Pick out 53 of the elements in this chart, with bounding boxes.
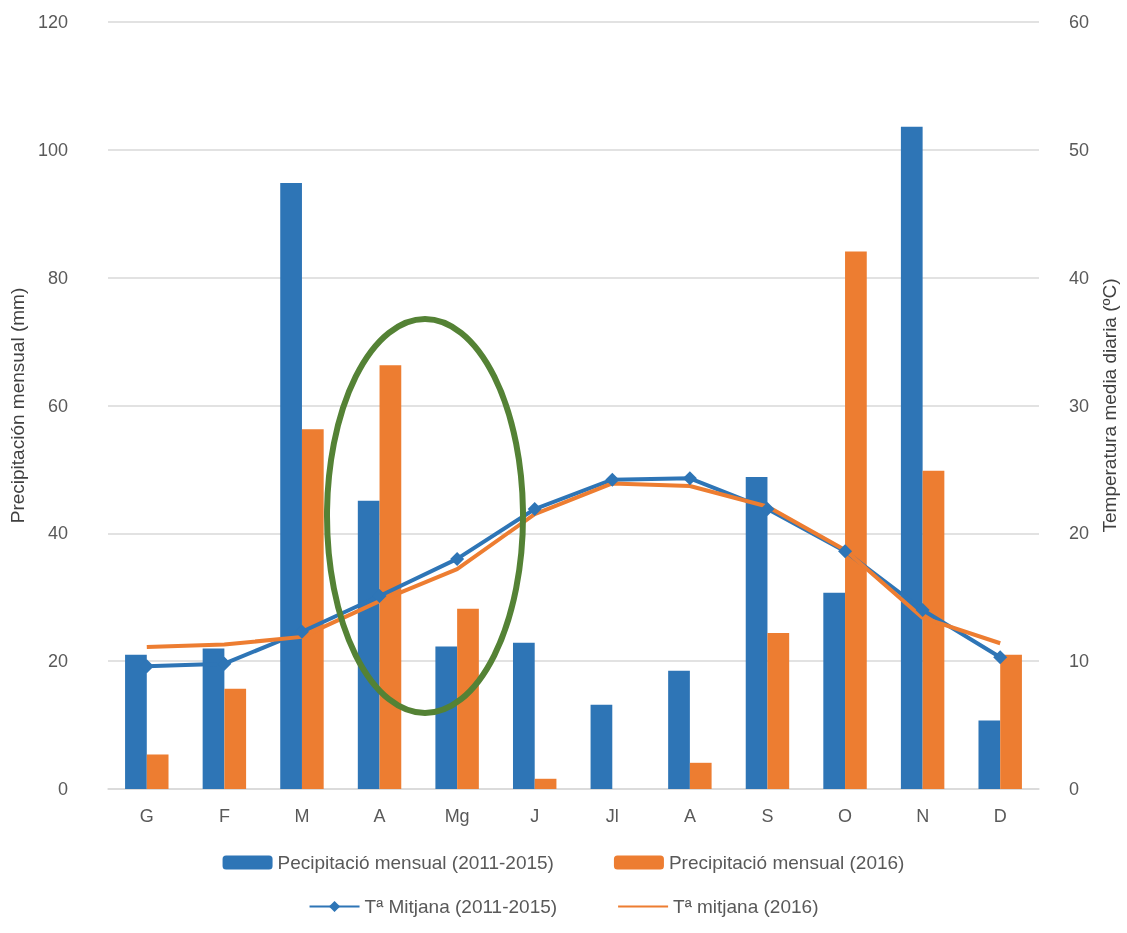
y-tick-label: 60 — [47, 395, 68, 416]
bar — [978, 720, 1001, 789]
x-tick-label: G — [139, 806, 154, 826]
bar — [1000, 654, 1022, 789]
x-tick-label: A — [683, 806, 696, 826]
x-tick-label: D — [993, 806, 1007, 826]
point — [605, 472, 620, 487]
point — [450, 551, 465, 566]
bar — [668, 670, 690, 789]
point — [993, 650, 1008, 665]
x-tick-label: Mg — [444, 806, 470, 826]
x-tick-label: J — [530, 806, 540, 826]
y-tick-label: 0 — [57, 779, 68, 799]
bar — [435, 646, 458, 789]
legend-label: Tª Mitjana (2011-2015) — [364, 896, 558, 917]
legend-label: Pecipitació mensual (2011-2015) — [277, 852, 554, 873]
point — [682, 471, 697, 486]
y2-tick-label: 50 — [1069, 139, 1090, 160]
y2-tick-label: 40 — [1069, 267, 1090, 288]
y2-tick-label: 0 — [1069, 779, 1080, 799]
x-tick-label: S — [761, 806, 774, 826]
bar — [146, 754, 169, 789]
y-axis-title: Precipitación mensual (mm) — [7, 287, 29, 524]
x-tick-label: A — [373, 806, 386, 826]
x-tick-label: F — [218, 806, 230, 826]
y-tick-label: 40 — [47, 523, 68, 544]
bar — [767, 633, 790, 789]
bar — [823, 592, 846, 789]
y2-axis-title: Temperatura media diaria (ºC) — [1098, 278, 1120, 533]
bar — [224, 688, 247, 789]
y-tick-label: 100 — [37, 139, 68, 160]
y2-tick-label: 30 — [1069, 395, 1090, 416]
bar — [534, 778, 557, 789]
bar — [512, 642, 535, 789]
y-tick-label: 20 — [47, 651, 68, 672]
bar — [590, 704, 613, 789]
x-tick-label: O — [838, 806, 853, 826]
point — [760, 502, 775, 517]
y2-tick-label: 20 — [1069, 523, 1090, 544]
x-tick-label: N — [916, 806, 930, 826]
legend-label: Tª mitjana (2016) — [673, 896, 819, 917]
point — [838, 544, 853, 559]
point — [915, 603, 930, 618]
legend-label: Precipitació mensual (2016) — [668, 852, 905, 873]
x-tick-label: M — [294, 806, 310, 826]
y-tick-label: 120 — [37, 12, 68, 32]
bar — [689, 762, 712, 789]
bar — [457, 608, 479, 789]
x-tick-label: Jl — [605, 806, 619, 826]
y2-tick-label: 60 — [1069, 12, 1090, 32]
y-tick-label: 80 — [47, 267, 68, 288]
y2-tick-label: 10 — [1069, 651, 1090, 672]
point — [527, 502, 542, 517]
